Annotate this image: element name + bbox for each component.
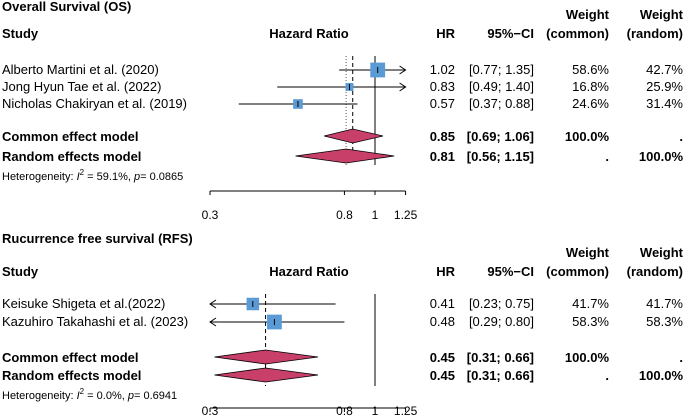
heterogeneity-part: 2 [80,387,85,396]
heterogeneity-part: I [77,390,80,402]
heterogeneity-part: = 59.1%, [84,171,134,183]
study-weight-common: 58.3% [572,314,609,329]
heterogeneity-part: = 0.6941 [134,390,177,402]
study-hr: 0.57 [430,96,455,111]
study-ci: [0.77; 1.35] [469,62,534,77]
study-hr: 1.02 [430,62,455,77]
x-tick-label: 0.8 [336,208,353,222]
study-hr: 0.48 [430,314,455,329]
summary-weight-common: . [605,368,609,383]
study-weight-common: 58.6% [572,62,609,77]
heterogeneity-part: 2 [80,168,85,177]
study-weight-common: 41.7% [572,296,609,311]
summary-ci: [0.31; 0.66] [467,368,534,383]
weight-common-header-line1: Weight [566,245,610,260]
x-tick-label: 1 [372,208,379,222]
study-hr: 0.83 [430,79,455,94]
ci-header: 95%−CI [487,264,534,279]
study-weight-random: 41.7% [646,296,683,311]
summary-name: Common effect model [2,129,139,144]
study-ci: [0.37; 0.88] [469,96,534,111]
ci-right-arrow [399,65,407,75]
heterogeneity-part: Heterogeneity: [2,171,77,183]
weight-random-header-line2: (random) [627,264,683,279]
x-tick-label: 0.3 [202,208,219,222]
hr-header: HR [436,264,455,279]
study-weight-random: 58.3% [646,314,683,329]
x-tick-label: 0.8 [336,404,353,416]
panel-title: Overall Survival (OS) [2,0,131,14]
study-name: Nicholas Chakiryan et al. (2019) [2,96,187,111]
heterogeneity-part: = 0.0865 [140,171,183,183]
ci-left-arrow [209,317,217,327]
panel-title: Rucurrence free survival (RFS) [2,231,193,246]
heterogeneity-part: I [77,171,80,183]
study-header: Study [2,264,39,279]
weight-random-header-line1: Weight [640,245,684,260]
summary-diamond [214,349,319,365]
weight-random-header-line2: (random) [627,26,683,41]
ci-right-arrow [399,82,407,92]
x-tick-label: 1 [372,404,379,416]
study-ci: [0.29; 0.80] [469,314,534,329]
ci-header: 95%−CI [487,26,534,41]
summary-name: Common effect model [2,350,139,365]
summary-ci: [0.56; 1.15] [467,149,534,164]
heterogeneity-text: Heterogeneity: I2 = 0.0%, p= 0.6941 [2,387,177,402]
ci-left-arrow [209,299,217,309]
weight-common-header-line1: Weight [566,7,610,22]
study-weight-random: 25.9% [646,79,683,94]
study-ci: [0.23; 0.75] [469,296,534,311]
study-ci: [0.49; 1.40] [469,79,534,94]
heterogeneity-part: p [133,171,140,183]
study-header: Study [2,26,39,41]
heterogeneity-text: Heterogeneity: I2 = 59.1%, p= 0.0865 [2,168,183,183]
summary-name: Random effects model [2,368,141,383]
weight-common-header-line2: (common) [546,26,609,41]
summary-hr: 0.85 [430,129,455,144]
study-hr: 0.41 [430,296,455,311]
study-name: Keisuke Shigeta et al.(2022) [2,296,165,311]
summary-weight-common: . [605,149,609,164]
summary-hr: 0.81 [430,149,455,164]
hr-header: HR [436,26,455,41]
summary-hr: 0.45 [430,350,455,365]
x-tick-label: 1.25 [394,404,418,416]
summary-name: Random effects model [2,149,141,164]
hazard-ratio-header: Hazard Ratio [269,26,349,41]
summary-hr: 0.45 [430,368,455,383]
heterogeneity-part: = 0.0%, [84,390,128,402]
summary-diamond [214,367,319,383]
summary-weight-random: 100.0% [639,149,684,164]
summary-ci: [0.31; 0.66] [467,350,534,365]
study-weight-random: 31.4% [646,96,683,111]
summary-ci: [0.69; 1.06] [467,129,534,144]
study-name: Jong Hyun Tae et al. (2022) [2,79,161,94]
x-tick-label: 0.3 [202,404,219,416]
summary-weight-random: . [679,129,683,144]
hazard-ratio-header: Hazard Ratio [269,264,349,279]
study-name: Kazuhiro Takahashi et al. (2023) [2,314,188,329]
heterogeneity-part: p [127,390,134,402]
study-weight-common: 16.8% [572,79,609,94]
summary-weight-random: . [679,350,683,365]
study-weight-common: 24.6% [572,96,609,111]
summary-weight-common: 100.0% [565,350,610,365]
study-weight-random: 42.7% [646,62,683,77]
heterogeneity-part: Heterogeneity: [2,390,77,402]
x-tick-label: 1.25 [394,208,418,222]
summary-weight-common: 100.0% [565,129,610,144]
summary-diamond [295,148,395,164]
weight-common-header-line2: (common) [546,264,609,279]
study-name: Alberto Martini et al. (2020) [2,62,159,77]
summary-weight-random: 100.0% [639,368,684,383]
weight-random-header-line1: Weight [640,7,684,22]
summary-diamond [324,128,384,144]
